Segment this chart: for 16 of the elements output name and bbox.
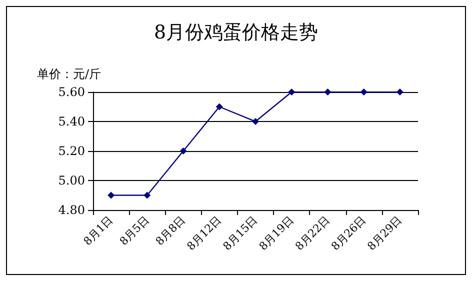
y-tick-label: 5.20	[58, 144, 85, 158]
y-axis-title: 单价：元/斤	[37, 67, 102, 81]
y-tick-label: 5.00	[58, 174, 85, 188]
point	[216, 103, 223, 110]
point	[180, 148, 187, 154]
point	[324, 88, 332, 96]
y-tick-label: 5.60	[58, 85, 85, 99]
point	[360, 88, 368, 96]
point	[108, 192, 115, 199]
point	[144, 192, 151, 199]
point	[288, 88, 296, 96]
y-tick-label: 5.40	[58, 114, 85, 128]
x-tick-label: 8月5日	[117, 213, 152, 248]
point	[396, 88, 404, 96]
point	[252, 118, 259, 125]
chart-title: 8月份鸡蛋价格走势	[154, 22, 318, 44]
